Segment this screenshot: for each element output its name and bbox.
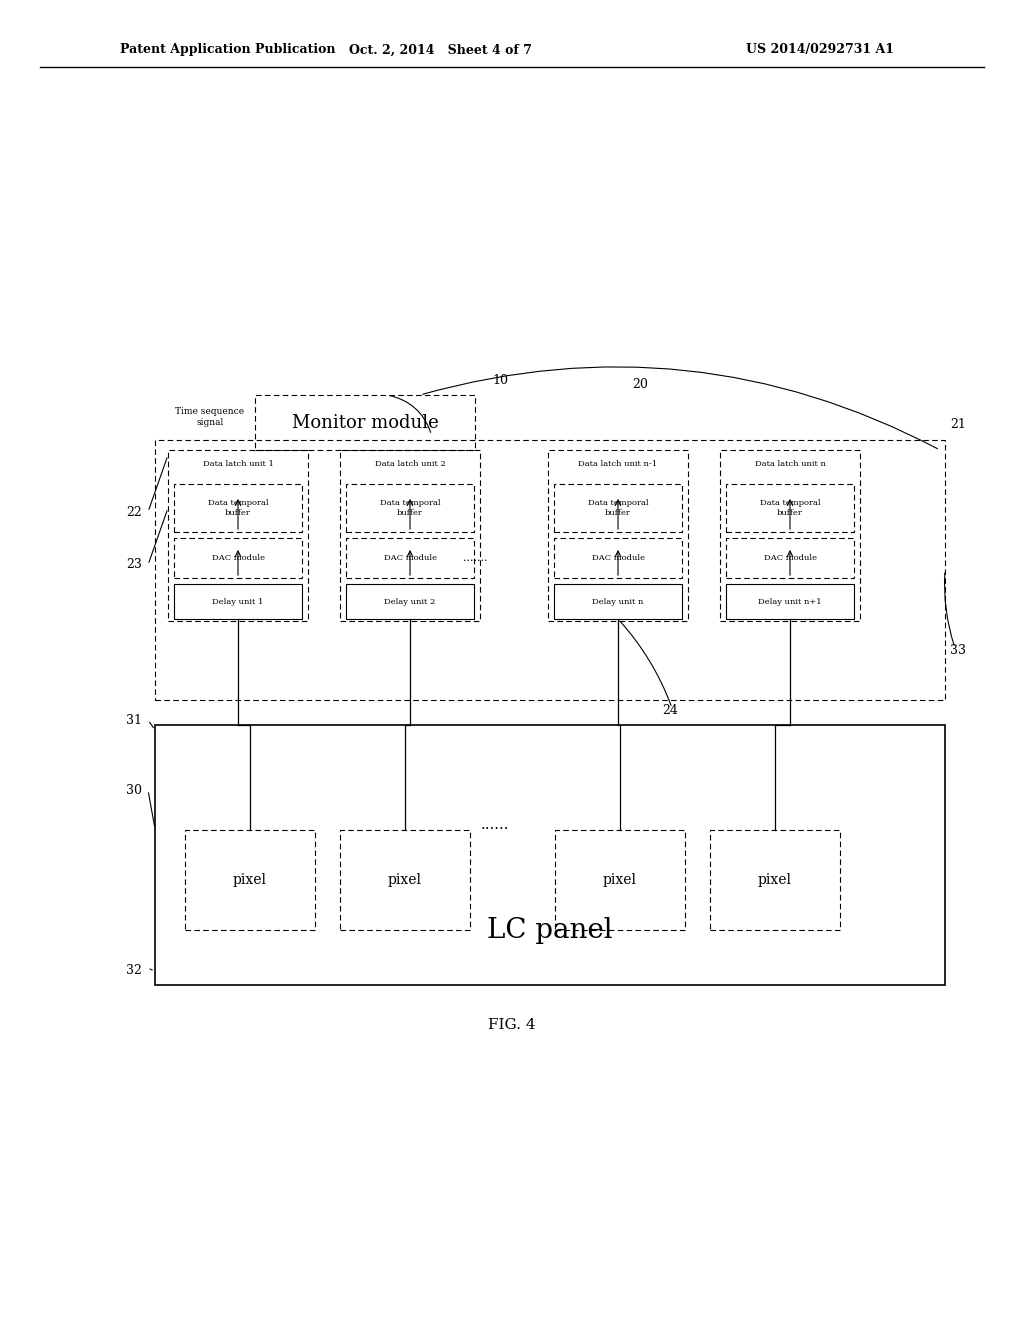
Text: Delay unit n+1: Delay unit n+1: [758, 598, 822, 606]
Text: Patent Application Publication: Patent Application Publication: [120, 44, 336, 57]
Text: .......: .......: [463, 553, 487, 564]
Text: pixel: pixel: [603, 873, 637, 887]
Bar: [555, 830, 685, 931]
Bar: [168, 450, 308, 620]
Text: Data latch unit n: Data latch unit n: [755, 459, 825, 469]
Text: 21: 21: [950, 418, 966, 432]
Bar: [255, 395, 475, 450]
Text: Data latch unit 1: Data latch unit 1: [203, 459, 273, 469]
Bar: [174, 583, 302, 619]
Text: DAC module: DAC module: [764, 554, 816, 562]
Text: Delay unit 2: Delay unit 2: [384, 598, 435, 606]
Text: DAC module: DAC module: [592, 554, 644, 562]
Text: Data temporal
buffer: Data temporal buffer: [760, 499, 820, 516]
Bar: [548, 450, 688, 620]
Text: Data latch unit 2: Data latch unit 2: [375, 459, 445, 469]
Bar: [554, 583, 682, 619]
Text: 22: 22: [126, 506, 142, 519]
Text: FIG. 4: FIG. 4: [488, 1018, 536, 1032]
Text: pixel: pixel: [233, 873, 267, 887]
Text: Delay unit 1: Delay unit 1: [212, 598, 264, 606]
Bar: [720, 450, 860, 620]
Text: 31: 31: [126, 714, 142, 726]
Bar: [174, 484, 302, 532]
Text: Time sequence
signal: Time sequence signal: [175, 408, 245, 426]
Bar: [174, 539, 302, 578]
Bar: [726, 539, 854, 578]
Text: ......: ......: [480, 818, 509, 832]
Text: Monitor module: Monitor module: [292, 413, 438, 432]
Text: pixel: pixel: [388, 873, 422, 887]
Text: Data latch unit n-1: Data latch unit n-1: [579, 459, 657, 469]
Text: 24: 24: [663, 705, 678, 718]
Text: 20: 20: [632, 379, 648, 392]
Text: Delay unit n: Delay unit n: [592, 598, 644, 606]
Text: 23: 23: [126, 558, 142, 572]
Text: US 2014/0292731 A1: US 2014/0292731 A1: [746, 44, 894, 57]
Bar: [726, 583, 854, 619]
Text: DAC module: DAC module: [384, 554, 436, 562]
Bar: [346, 484, 474, 532]
Bar: [726, 484, 854, 532]
Bar: [340, 450, 480, 620]
Bar: [155, 725, 945, 985]
Bar: [554, 484, 682, 532]
Bar: [155, 440, 945, 700]
Text: 33: 33: [950, 644, 966, 656]
Text: Oct. 2, 2014   Sheet 4 of 7: Oct. 2, 2014 Sheet 4 of 7: [348, 44, 531, 57]
Text: DAC module: DAC module: [212, 554, 264, 562]
Bar: [554, 539, 682, 578]
Bar: [710, 830, 840, 931]
Bar: [346, 539, 474, 578]
Text: Data temporal
buffer: Data temporal buffer: [380, 499, 440, 516]
Text: Data temporal
buffer: Data temporal buffer: [208, 499, 268, 516]
Text: 30: 30: [126, 784, 142, 796]
Bar: [185, 830, 315, 931]
Bar: [340, 830, 470, 931]
Text: Data temporal
buffer: Data temporal buffer: [588, 499, 648, 516]
Text: LC panel: LC panel: [487, 916, 612, 944]
Text: 10: 10: [492, 374, 508, 387]
Bar: [346, 583, 474, 619]
Text: 32: 32: [126, 964, 142, 977]
Text: pixel: pixel: [758, 873, 792, 887]
